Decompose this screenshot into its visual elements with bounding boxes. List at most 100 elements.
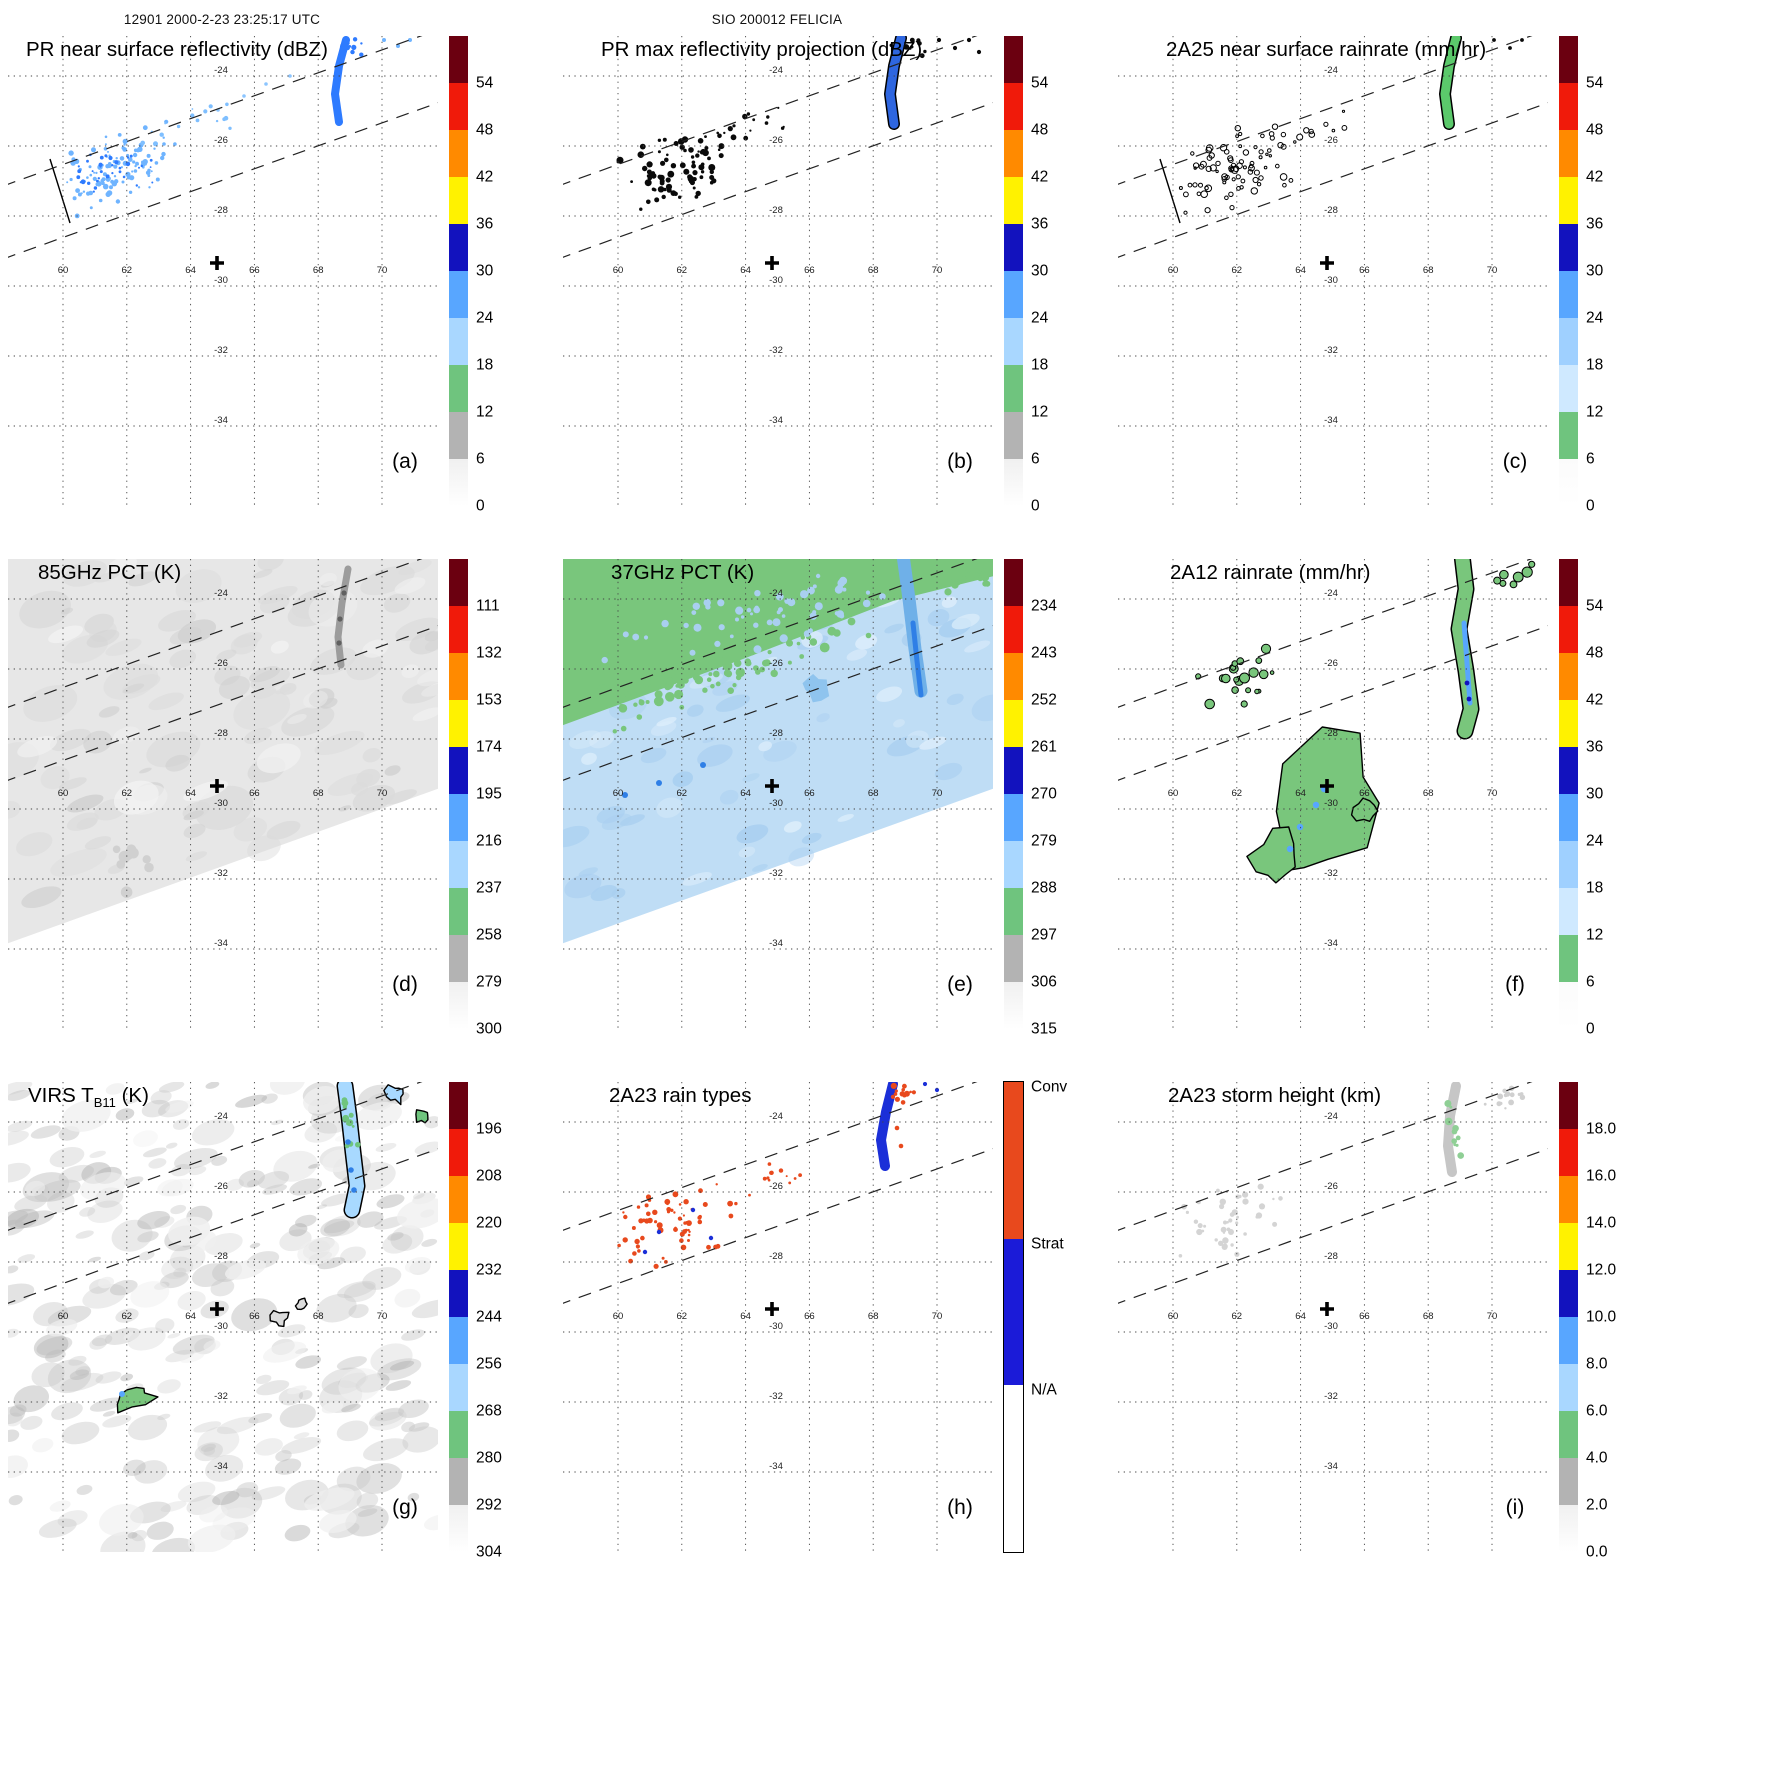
colorbar-segment (449, 1129, 468, 1176)
colorbar-tick: 279 (1031, 832, 1057, 850)
lon-label: 62 (1232, 1311, 1243, 1322)
lat-label: -24 (1324, 65, 1338, 76)
storm-center-marker (765, 779, 779, 793)
lat-label: -28 (214, 1251, 228, 1262)
colorbar-pct85 (449, 559, 468, 1029)
lat-label: -34 (769, 938, 783, 949)
lat-label: -28 (1324, 1251, 1338, 1262)
colorbar-virs (449, 1082, 468, 1552)
colorbar-segment (1004, 271, 1023, 318)
colorbar-height (1559, 1082, 1578, 1552)
colorbar-tick: 36 (1586, 215, 1604, 233)
lat-label: -26 (214, 1181, 228, 1192)
lon-label: 68 (1423, 1311, 1434, 1322)
colorbar-tick: 132 (476, 644, 502, 662)
colorbar-tick: 256 (476, 1355, 502, 1373)
colorbar-segment (449, 982, 468, 1029)
colorbar-tick: 42 (1586, 691, 1604, 709)
panel-title-d: 85GHz PCT (K) (38, 561, 182, 584)
lat-label: -32 (1324, 345, 1338, 356)
colorbar-segment (1559, 412, 1578, 459)
colorbar-tick: 48 (476, 121, 494, 139)
lat-label: -28 (1324, 205, 1338, 216)
map-d: -24 -26 -28 -30 -32 -34 60 62 64 66 68 70 (d) (8, 559, 438, 1029)
colorbar-segment (1559, 841, 1578, 888)
colorbar-segment (1559, 935, 1578, 982)
colorbar-segment (1559, 700, 1578, 747)
panel-title-g: VIRS TB11 (K) (28, 1084, 149, 1110)
lat-label: -30 (1324, 798, 1338, 809)
colorbar-segment (449, 653, 468, 700)
lon-label: 70 (377, 265, 388, 276)
panel-f: 2A12 rainrate (mm/hr) -24 -26 -28 -30 -32 -34 6… (1110, 549, 1665, 1072)
colorbar-tick: 300 (476, 1020, 502, 1038)
colorbar-tick: 0 (1031, 497, 1040, 515)
lon-label: 66 (804, 265, 815, 276)
colorbar-segment (449, 935, 468, 982)
map-g: -24 -26 -28 -30 -32 -34 60 62 64 66 68 70 (g) (8, 1082, 438, 1552)
colorbar-tick: 258 (476, 926, 502, 944)
colorbar-segment (449, 1364, 468, 1411)
colorbar-segment (1004, 794, 1023, 841)
colorbar-tick: 252 (1031, 691, 1057, 709)
colorbar-tick: 243 (1031, 644, 1057, 662)
colorbar-tick: 153 (476, 691, 502, 709)
colorbar-tick: 12 (1586, 403, 1604, 421)
lon-label: 66 (804, 1311, 815, 1322)
colorbar-tick: 6 (1586, 973, 1595, 991)
colorbar-tick: 6 (1586, 450, 1595, 468)
colorbar-tick: 234 (1031, 597, 1057, 615)
lon-label: 60 (613, 788, 624, 799)
colorbar-segment (1004, 83, 1023, 130)
storm-center-marker (210, 256, 224, 270)
map-i: -24 -26 -28 -30 -32 -34 60 62 64 66 68 70 (i) (1118, 1082, 1548, 1552)
colorbar-tick: 30 (476, 262, 494, 280)
colorbar-segment (1559, 1082, 1578, 1129)
colorbar-segment (449, 365, 468, 412)
panel-i: 2A23 storm height (km) -24 -26 -28 -30 -32 -34… (1110, 1072, 1665, 1595)
panel-title-i: 2A23 storm height (km) (1168, 1084, 1382, 1107)
colorbar-segment (1559, 271, 1578, 318)
colorbar-segment (1004, 1082, 1023, 1240)
lon-label: 64 (1295, 265, 1306, 276)
colorbar-tick: 6.0 (1586, 1402, 1608, 1420)
lon-label: 62 (677, 1311, 688, 1322)
panel-title-f: 2A12 rainrate (mm/hr) (1170, 561, 1371, 584)
colorbar-label: Conv (1031, 1078, 1068, 1096)
colorbar-tick: 18.0 (1586, 1120, 1617, 1138)
colorbar-segment (449, 747, 468, 794)
colorbar-tick: 4.0 (1586, 1449, 1608, 1467)
colorbar-tick: 36 (476, 215, 494, 233)
colorbar-segment (449, 559, 468, 606)
colorbar-tick: 111 (476, 597, 500, 615)
colorbar-segment (1559, 982, 1578, 1029)
colorbar-segment (449, 1458, 468, 1505)
lat-label: -34 (1324, 1461, 1338, 1472)
colorbar-tick: 12 (1586, 926, 1604, 944)
map-c: -24 -26 -28 -30 -32 -34 60 62 64 66 68 70 (c) (1118, 36, 1548, 506)
lon-label: 62 (122, 265, 133, 276)
colorbar-tick: 42 (1031, 168, 1049, 186)
colorbar-tick: 16.0 (1586, 1167, 1617, 1185)
lon-label: 70 (377, 1311, 388, 1322)
colorbar-raintype (1003, 1081, 1024, 1553)
colorbar-segment (449, 606, 468, 653)
colorbar-tick: 18 (1031, 356, 1049, 374)
storm-center-marker (1320, 256, 1334, 270)
colorbar-tick: 268 (476, 1402, 502, 1420)
colorbar-tick: 54 (1031, 74, 1049, 92)
lat-label: -28 (769, 1251, 783, 1262)
lon-label: 66 (1359, 788, 1370, 799)
lon-label: 60 (613, 1311, 624, 1322)
colorbar-segment (1559, 318, 1578, 365)
colorbar-segment (449, 412, 468, 459)
colorbar-segment (449, 318, 468, 365)
lat-label: -34 (214, 938, 228, 949)
lat-label: -26 (214, 658, 228, 669)
panel-a: PR near surface reflectivity (dBZ) -24 -26… (0, 26, 555, 549)
colorbar-dbz (449, 36, 468, 506)
colorbar-tick: 42 (1586, 168, 1604, 186)
lat-label: -28 (214, 728, 228, 739)
lon-label: 60 (613, 265, 624, 276)
colorbar-tick: 18 (1586, 356, 1604, 374)
